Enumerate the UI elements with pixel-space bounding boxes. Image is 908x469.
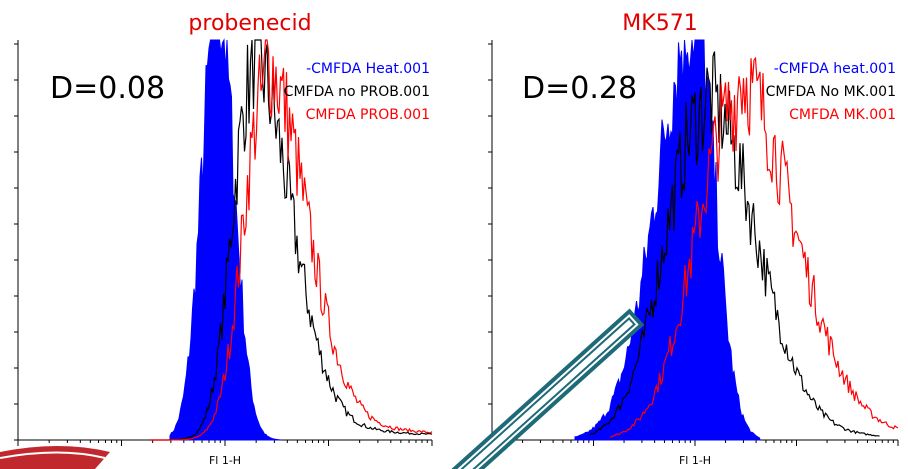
histogram-line bbox=[609, 56, 899, 438]
x-axis-label: Fl 1-H bbox=[679, 454, 711, 467]
panel: probenecid D=0.08 -CMFDA Heat.001 CMFDA no… bbox=[14, 11, 433, 467]
decoration bbox=[0, 451, 106, 459]
histogram-line bbox=[150, 39, 433, 441]
histogram-line bbox=[150, 39, 433, 441]
d-label: D=0.28 bbox=[522, 71, 637, 106]
legend-entry: -CMFDA heat.001 bbox=[774, 61, 896, 77]
legend-entry: CMFDA No MK.001 bbox=[766, 84, 896, 100]
decoration bbox=[440, 308, 645, 469]
panel-title: probenecid bbox=[188, 11, 311, 36]
histogram-line bbox=[589, 51, 880, 437]
histogram-fill bbox=[169, 38, 282, 441]
legend-entry: CMFDA PROB.001 bbox=[306, 107, 430, 123]
panel-title: MK571 bbox=[622, 11, 697, 36]
legend-entry: CMFDA MK.001 bbox=[789, 107, 896, 123]
legend-entry: -CMFDA Heat.001 bbox=[306, 61, 430, 77]
decoration bbox=[0, 446, 110, 469]
panel: MK571 D=0.28 -CMFDA heat.001 CMFDA No MK.0… bbox=[488, 11, 899, 467]
legend-entry: CMFDA no PROB.001 bbox=[284, 84, 430, 100]
d-label: D=0.08 bbox=[50, 71, 165, 106]
x-axis-label: Fl 1-H bbox=[209, 454, 241, 467]
